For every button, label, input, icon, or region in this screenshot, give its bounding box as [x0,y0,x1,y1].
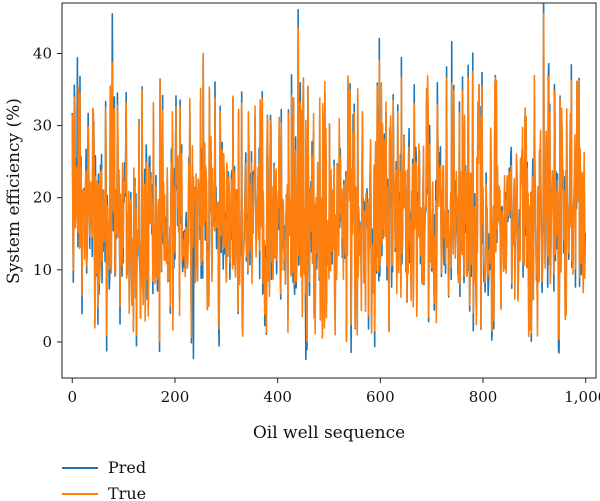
x-tick-label: 1,000 [564,388,600,406]
legend-label-pred: Pred [108,458,146,477]
x-tick-label: 400 [263,388,292,406]
x-tick-label: 800 [469,388,498,406]
y-tick-label: 40 [33,44,52,62]
x-axis-label: Oil well sequence [253,423,405,443]
y-axis-label: System efficiency (%) [4,98,24,284]
x-tick-label: 600 [366,388,395,406]
y-tick-label: 20 [33,189,52,207]
y-axis: 0 10 20 30 40 [33,44,62,351]
y-tick-label: 10 [33,261,52,279]
x-axis: 0 200 400 600 800 1,000 [67,378,600,406]
x-tick-label: 200 [161,388,190,406]
y-tick-label: 30 [33,117,52,135]
plot-frame [61,2,597,379]
legend: Pred True [62,458,146,501]
series-line-true [71,13,587,343]
y-tick-label: 0 [42,333,52,351]
legend-label-true: True [108,484,146,501]
x-tick-label: 0 [67,388,77,406]
